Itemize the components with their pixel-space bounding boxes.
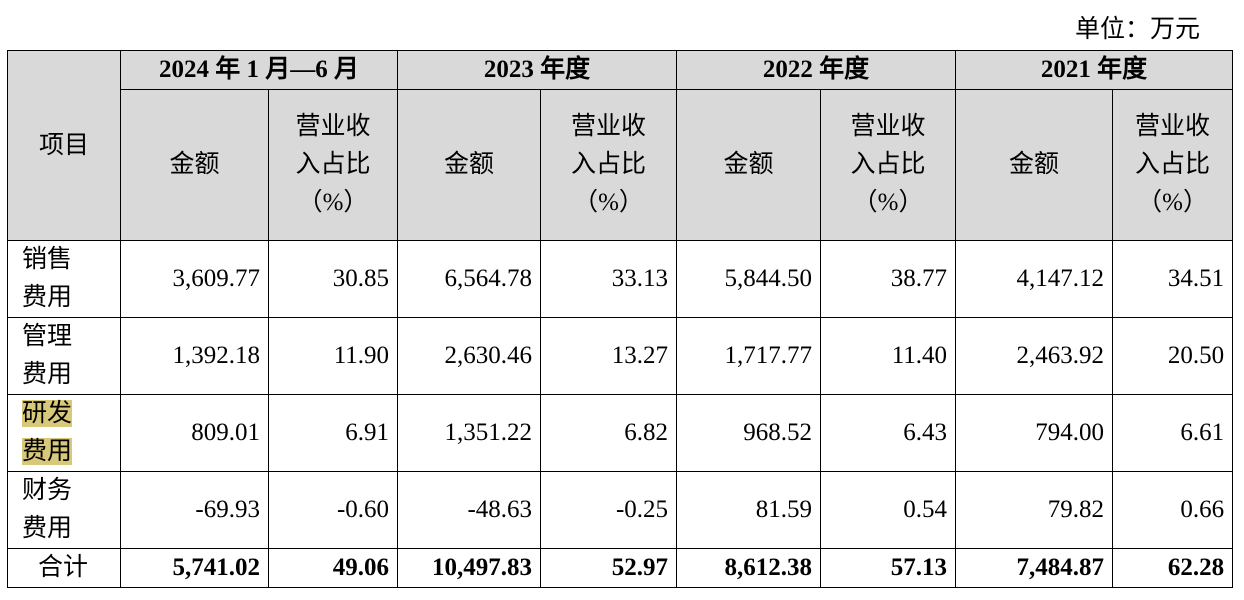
cell-value: 13.27: [540, 317, 678, 395]
cell-value: 7,484.87: [955, 548, 1114, 588]
cell-value: 4,147.12: [955, 240, 1114, 318]
cell-value: -48.63: [397, 471, 542, 549]
cell-value: 30.85: [267, 240, 399, 318]
row-label-text: 财务费用: [22, 477, 73, 542]
cell-value: 6,564.78: [397, 240, 542, 318]
row-label: 管理费用: [7, 317, 121, 395]
cell-value: -0.60: [267, 471, 399, 549]
ratio-header: 营业收入占比（%）: [820, 89, 957, 241]
cell-value: -0.25: [540, 471, 678, 549]
cell-value: 52.97: [540, 548, 678, 588]
cell-value: 0.54: [820, 471, 957, 549]
row-label: 合计: [7, 548, 121, 588]
cell-value: 0.66: [1112, 471, 1234, 549]
cell-value: 33.13: [540, 240, 678, 318]
cell-value: 809.01: [120, 394, 269, 472]
header-row: 项目 2024 年 1 月—6 月 2023 年度 2022 年度 2021 年度: [7, 50, 1234, 241]
amount-header: 金额: [397, 89, 542, 241]
ratio-header: 营业收入占比（%）: [1112, 89, 1234, 241]
amount-header: 金额: [120, 89, 269, 241]
row-label-text: 合计: [38, 554, 89, 581]
data-row: 财务费用 -69.93 -0.60 -48.63 -0.25 81.59 0.54 79.82…: [7, 471, 1234, 549]
data-row: 销售费用 3,609.77 30.85 6,564.78 33.13 5,844.50 38…: [7, 240, 1234, 318]
item-header: 项目: [7, 50, 121, 241]
expense-table: 项目 2024 年 1 月—6 月 2023 年度 2022 年度 2021 年度 金额营…: [7, 50, 1234, 588]
row-label: 研发费用: [7, 394, 121, 472]
cell-value: 6.61: [1112, 394, 1234, 472]
period-header: 2023 年度: [397, 50, 678, 90]
cell-value: 20.50: [1112, 317, 1234, 395]
cell-value: 6.91: [267, 394, 399, 472]
ratio-header: 营业收入占比（%）: [267, 89, 399, 241]
row-label-text: 研发费用: [22, 400, 73, 465]
cell-value: 1,717.77: [676, 317, 822, 395]
cell-value: 49.06: [267, 548, 399, 588]
period-header: 2024 年 1 月—6 月: [119, 50, 399, 90]
cell-value: 1,351.22: [397, 394, 542, 472]
cell-value: 6.43: [820, 394, 957, 472]
row-label: 财务费用: [7, 471, 121, 549]
cell-value: 8,612.38: [676, 548, 822, 588]
period-header: 2022 年度: [676, 50, 957, 90]
cell-value: 62.28: [1112, 548, 1234, 588]
cell-value: 34.51: [1112, 240, 1234, 318]
cell-value: 81.59: [676, 471, 822, 549]
cell-value: -69.93: [120, 471, 269, 549]
total-row: 合计 5,741.02 49.06 10,497.83 52.97 8,612.38 57.…: [7, 548, 1234, 588]
cell-value: 2,630.46: [397, 317, 542, 395]
cell-value: 794.00: [955, 394, 1114, 472]
cell-value: 79.82: [955, 471, 1114, 549]
amount-header: 金额: [676, 89, 822, 241]
cell-value: 6.82: [540, 394, 678, 472]
period-header: 2021 年度: [955, 50, 1234, 90]
ratio-header: 营业收入占比（%）: [540, 89, 678, 241]
unit-label: 单位：万元: [1074, 16, 1200, 43]
cell-value: 5,741.02: [120, 548, 269, 588]
cell-value: 3,609.77: [120, 240, 269, 318]
data-row: 研发费用 809.01 6.91 1,351.22 6.82 968.52 6.43 794.…: [7, 394, 1234, 472]
cell-value: 5,844.50: [676, 240, 822, 318]
cell-value: 968.52: [676, 394, 822, 472]
cell-value: 10,497.83: [397, 548, 542, 588]
subheader-row: 金额 营业收入占比（%） 金额 营业收入占比（%） 金额 营业收入占比（%） 金额 营业收入占…: [8, 89, 1234, 241]
cell-value: 1,392.18: [120, 317, 269, 395]
cell-value: 2,463.92: [955, 317, 1114, 395]
row-label-text: 管理费用: [22, 323, 73, 388]
row-label: 销售费用: [7, 240, 121, 318]
row-label-text: 销售费用: [22, 246, 73, 311]
cell-value: 38.77: [820, 240, 957, 318]
cell-value: 11.90: [267, 317, 399, 395]
data-row: 管理费用 1,392.18 11.90 2,630.46 13.27 1,717.77 11…: [7, 317, 1234, 395]
cell-value: 57.13: [820, 548, 957, 588]
amount-header: 金额: [955, 89, 1114, 241]
cell-value: 11.40: [820, 317, 957, 395]
